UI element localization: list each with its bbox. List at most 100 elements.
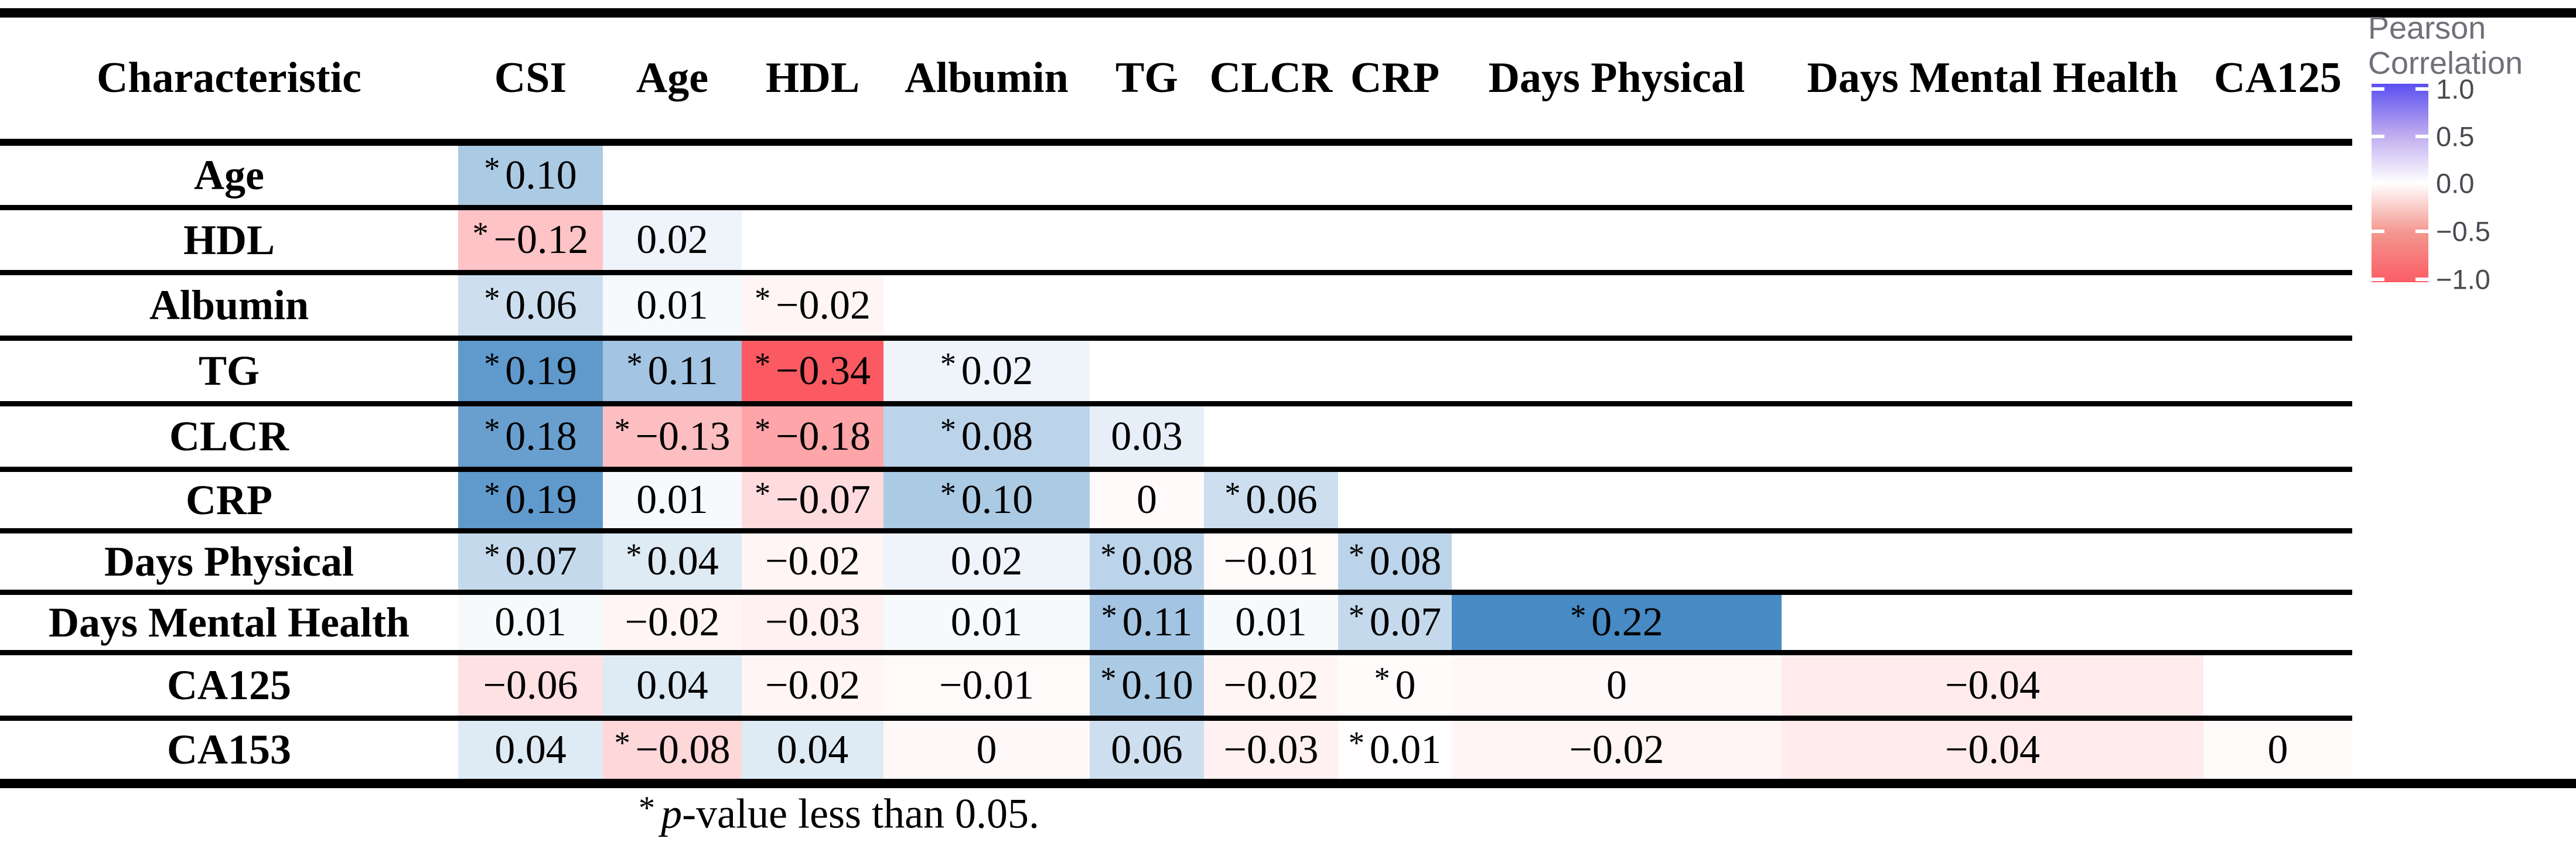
- correlation-value: −0.02: [1223, 662, 1319, 708]
- correlation-value: 0.18: [505, 413, 577, 459]
- correlation-cell-crp-tg: 0: [1090, 472, 1204, 528]
- footnote-p: p: [661, 790, 683, 837]
- legend-tick-mark: [2415, 230, 2428, 233]
- correlation-value: 0.10: [961, 477, 1033, 522]
- correlation-cell-ca153-days-mental-health: −0.04: [1782, 721, 2203, 779]
- row-label-clcr: CLCR: [169, 413, 289, 460]
- correlation-cell-days-mental-health-days-physical: * 0.22: [1452, 595, 1782, 650]
- table-rule: [0, 467, 2352, 472]
- significance-star: *: [754, 475, 771, 511]
- significance-star: *: [1570, 597, 1586, 634]
- correlation-value: −0.34: [776, 348, 871, 394]
- correlation-value: −0.02: [765, 662, 860, 708]
- correlation-value: 0.04: [776, 727, 849, 772]
- significance-star: *: [484, 150, 500, 186]
- correlation-value: −0.07: [776, 477, 871, 522]
- correlation-cell-ca125-clcr: −0.02: [1204, 655, 1338, 716]
- correlation-value: 0.02: [961, 348, 1033, 394]
- column-header-clcr: CLCR: [1209, 54, 1333, 102]
- correlation-cell-days-physical-clcr: −0.01: [1204, 533, 1338, 590]
- legend-tick-label: −0.5: [2436, 215, 2490, 247]
- row-label-hdl: HDL: [183, 216, 275, 264]
- legend-tick-mark: [2372, 230, 2384, 233]
- correlation-value: 0.08: [1369, 539, 1442, 584]
- column-header-days-mental-health: Days Mental Health: [1807, 54, 2178, 102]
- correlation-value: 0.10: [505, 152, 577, 198]
- correlation-cell-clcr-csi: * 0.18: [458, 406, 603, 467]
- table-rule: [0, 401, 2352, 406]
- legend-title-line2: Correlation: [2368, 46, 2523, 81]
- correlation-cell-ca125-hdl: −0.02: [742, 655, 883, 716]
- correlation-cell-crp-albumin: * 0.10: [883, 472, 1090, 528]
- significance-star: *: [472, 215, 489, 251]
- significance-star: *: [626, 345, 643, 382]
- table-rule: [0, 528, 2352, 533]
- correlation-value: 0.04: [636, 662, 708, 708]
- column-header-hdl: HDL: [765, 54, 860, 102]
- legend-title: Pearson Correlation: [2368, 11, 2523, 81]
- significance-star: *: [1100, 536, 1117, 573]
- correlation-value: −0.06: [483, 662, 578, 708]
- correlation-cell-days-physical-csi: * 0.07: [458, 533, 603, 590]
- correlation-cell-days-mental-health-csi: 0.01: [458, 595, 603, 650]
- table-rule: [0, 205, 2352, 210]
- correlation-value: 0.01: [636, 282, 708, 328]
- significance-star: *: [626, 536, 642, 573]
- correlation-value: −0.04: [1945, 727, 2040, 772]
- correlation-cell-tg-hdl: * −0.34: [742, 341, 883, 401]
- correlation-value: 0.06: [1111, 727, 1183, 772]
- significance-star: *: [614, 724, 630, 761]
- column-header-albumin: Albumin: [905, 54, 1069, 102]
- correlation-value: 0.02: [950, 539, 1023, 584]
- significance-star: *: [484, 345, 500, 382]
- correlation-cell-clcr-hdl: * −0.18: [742, 406, 883, 467]
- correlation-cell-days-mental-health-clcr: 0.01: [1204, 595, 1338, 650]
- row-label-albumin: Albumin: [149, 282, 309, 329]
- table-rule: [0, 139, 2352, 146]
- correlation-cell-ca125-age: 0.04: [603, 655, 742, 716]
- significance-star: *: [1100, 660, 1117, 696]
- correlation-value: 0: [1606, 662, 1627, 708]
- pearson-correlation-legend: Pearson Correlation 1.0 0.5 0.0 −0.5 −1.0: [2361, 0, 2576, 328]
- correlation-cell-ca125-days-physical: 0: [1452, 655, 1782, 716]
- correlation-cell-ca125-crp: * 0: [1338, 655, 1452, 716]
- correlation-cell-days-physical-age: * 0.04: [603, 533, 742, 590]
- correlation-cell-days-physical-crp: * 0.08: [1338, 533, 1452, 590]
- correlation-cell-ca125-tg: * 0.10: [1090, 655, 1204, 716]
- legend-tick-label: 0.0: [2436, 167, 2475, 199]
- correlation-value: 0.19: [505, 348, 577, 394]
- legend-tick-label: −1.0: [2436, 264, 2490, 295]
- table-rule: [0, 590, 2352, 595]
- significance-footnote: * p-value less than 0.05.: [639, 789, 1039, 839]
- legend-tick-mark: [2415, 278, 2428, 281]
- significance-star: *: [614, 411, 630, 447]
- correlation-value: −0.13: [635, 413, 731, 459]
- correlation-cell-ca153-tg: 0.06: [1090, 721, 1204, 779]
- correlation-value: 0.01: [636, 477, 708, 522]
- legend-tick-label: 1.0: [2436, 73, 2475, 105]
- correlation-value: −0.02: [625, 600, 720, 645]
- correlation-value: −0.08: [635, 727, 731, 772]
- correlation-cell-days-mental-health-tg: * 0.11: [1090, 595, 1204, 650]
- correlation-cell-hdl-csi: * −0.12: [458, 210, 603, 270]
- correlation-cell-ca125-albumin: −0.01: [883, 655, 1090, 716]
- significance-star: *: [484, 411, 500, 447]
- correlation-value: 0: [1395, 662, 1416, 708]
- correlation-cell-days-mental-health-albumin: 0.01: [883, 595, 1090, 650]
- table-rule: [0, 716, 2352, 721]
- significance-star: *: [754, 345, 771, 382]
- significance-star: *: [754, 280, 771, 316]
- significance-star: *: [1348, 536, 1365, 573]
- correlation-value: 0.01: [494, 600, 567, 645]
- row-label-days-mental-health: Days Mental Health: [49, 598, 410, 646]
- row-label-ca153: CA153: [167, 726, 291, 773]
- correlation-value: 0: [976, 727, 997, 772]
- legend-tick-mark: [2415, 135, 2428, 138]
- correlation-cell-ca153-albumin: 0: [883, 721, 1090, 779]
- table-rule: [0, 8, 2576, 18]
- correlation-value: 0.07: [1369, 600, 1442, 645]
- correlation-cell-clcr-albumin: * 0.08: [883, 406, 1090, 467]
- significance-star: *: [484, 475, 500, 511]
- significance-star: *: [1348, 597, 1365, 634]
